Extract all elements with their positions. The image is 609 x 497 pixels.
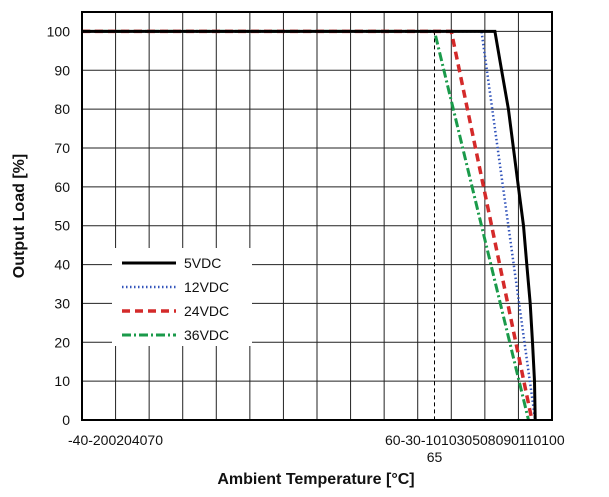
y-tick-label: 50 <box>54 218 70 234</box>
x-tick-label: 70 <box>147 432 163 448</box>
x-tick-label: -40 <box>68 432 88 448</box>
y-tick-label: 60 <box>54 179 70 195</box>
x-tick-label: 0 <box>108 432 116 448</box>
y-axis-title: Output Load [%] <box>11 154 28 278</box>
x-tick-label: 60 <box>385 432 401 448</box>
legend-label-36vdc: 36VDC <box>184 327 229 343</box>
y-tick-label: 90 <box>54 62 70 78</box>
x-tick-label: 80 <box>488 432 504 448</box>
y-tick-label: 40 <box>54 257 70 273</box>
x-axis-title: Ambient Temperature [°C] <box>217 471 414 488</box>
x-tick-label: 110 <box>519 432 542 448</box>
legend-label-5vdc: 5VDC <box>184 255 221 271</box>
legend: 5VDC 12VDC 24VDC 36VDC <box>112 248 252 346</box>
y-tick-label: 80 <box>54 101 70 117</box>
x-tick-label: 10 <box>441 432 457 448</box>
x-tick-label: 90 <box>503 432 519 448</box>
x-tick-label: -10 <box>421 432 441 448</box>
x-tick-label: 40 <box>132 432 148 448</box>
x-tick-label: 50 <box>472 432 488 448</box>
y-tick-labels: 0 10 20 30 40 50 60 70 80 90 100 <box>47 23 71 428</box>
x-tick-label: 20 <box>116 432 132 448</box>
x-tick-label: 30 <box>457 432 473 448</box>
x-tick-labels-left: -40-200204070 <box>68 432 163 448</box>
x-tick-labels-right: 60-30-101030508090110100 <box>385 432 565 448</box>
y-tick-label: 0 <box>62 412 70 428</box>
x-tick-label: -30 <box>401 432 421 448</box>
y-tick-label: 30 <box>54 295 70 311</box>
x-tick-label: 100 <box>541 432 565 448</box>
legend-label-24vdc: 24VDC <box>184 303 229 319</box>
x-annotation-65: 65 <box>427 449 443 465</box>
series-layer <box>82 29 537 421</box>
legend-label-12vdc: 12VDC <box>184 279 229 295</box>
plot-frame <box>81 11 553 421</box>
series-line-5vdc <box>82 29 537 421</box>
x-tick-label: -20 <box>88 432 108 448</box>
y-tick-label: 20 <box>54 334 70 350</box>
y-tick-label: 10 <box>54 373 70 389</box>
y-tick-label: 70 <box>54 140 70 156</box>
grid <box>81 12 553 421</box>
y-tick-label: 100 <box>47 23 71 39</box>
